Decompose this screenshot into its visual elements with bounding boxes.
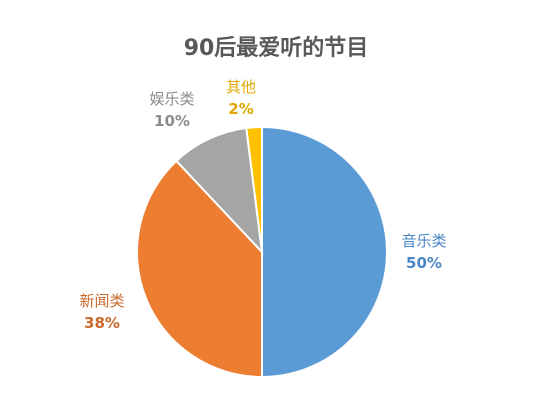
slice-label-name-0: 音乐类 bbox=[401, 232, 446, 250]
slice-label-name-3: 其他 bbox=[226, 78, 256, 96]
slice-label-name-1: 新闻类 bbox=[79, 292, 124, 310]
slice-labels: 音乐类 50% 新闻类 38% 娱乐类 10% 其他 2% bbox=[79, 78, 446, 332]
pie-slice-1 bbox=[136, 159, 263, 379]
slice-label-value-3: 2% bbox=[228, 100, 253, 118]
pie-slice-3 bbox=[245, 125, 263, 253]
slice-label-name-2: 娱乐类 bbox=[149, 90, 194, 108]
slice-label-value-2: 10% bbox=[154, 112, 190, 130]
pie-slices bbox=[136, 125, 388, 379]
slice-label-value-1: 38% bbox=[84, 314, 120, 332]
pie-slice-2 bbox=[175, 126, 264, 255]
pie-slice-0 bbox=[261, 125, 388, 379]
slice-label-value-0: 50% bbox=[406, 254, 442, 272]
chart-title: 90后最爱听的节目 bbox=[184, 35, 369, 61]
